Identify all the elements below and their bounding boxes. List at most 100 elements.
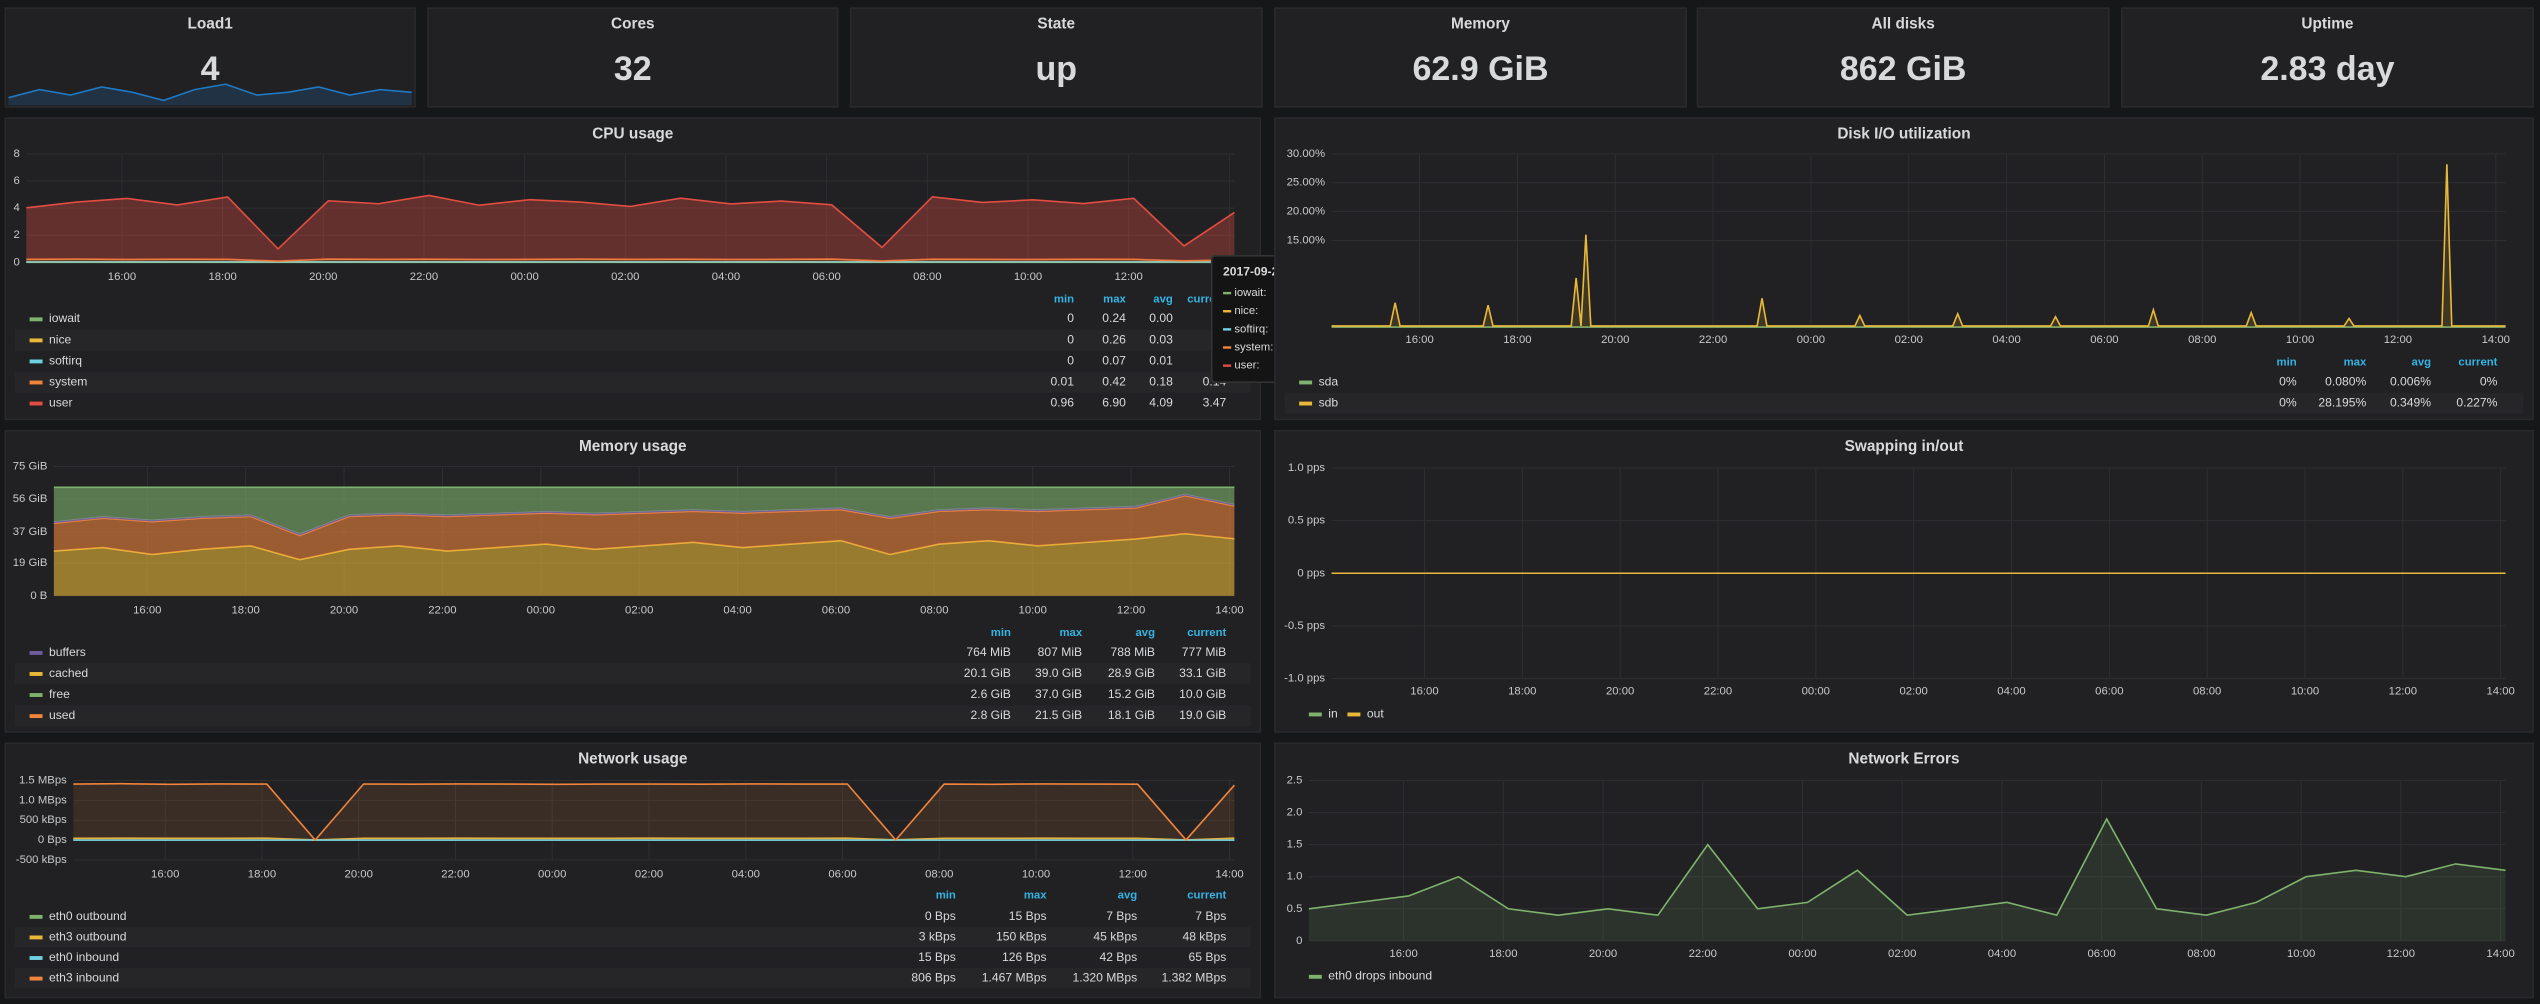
x-tick-label: 18:00 bbox=[1508, 685, 1536, 697]
x-tick-label: 00:00 bbox=[538, 868, 566, 880]
panel-title: Network Errors bbox=[1848, 751, 1959, 768]
legend-swatch bbox=[29, 714, 43, 719]
legend-value: 0.96 bbox=[1050, 395, 1074, 409]
y-tick-label: 0 pps bbox=[1297, 567, 1325, 579]
y-tick-label: -0.5 pps bbox=[1284, 620, 1325, 632]
tooltip-label: iowait: bbox=[1234, 287, 1266, 299]
x-tick-label: 14:00 bbox=[2486, 685, 2514, 697]
legend-name: eth3 inbound bbox=[49, 970, 119, 984]
x-tick-label: 02:00 bbox=[1888, 948, 1916, 960]
y-tick-label: 0.5 bbox=[1287, 903, 1303, 915]
legend-row-stripe bbox=[15, 926, 1251, 948]
x-tick-label: 16:00 bbox=[1405, 334, 1433, 346]
legend-header: min bbox=[2277, 357, 2297, 369]
x-tick-label: 16:00 bbox=[151, 868, 179, 880]
legend-swatch bbox=[29, 359, 43, 364]
x-tick-label: 22:00 bbox=[441, 868, 469, 880]
panel-title: Disk I/O utilization bbox=[1837, 125, 1970, 142]
legend-swatch bbox=[1308, 712, 1322, 717]
x-tick-label: 20:00 bbox=[330, 604, 358, 616]
legend-value: 65 Bps bbox=[1189, 950, 1227, 964]
tooltip-label: softirq: bbox=[1234, 323, 1268, 335]
x-tick-label: 14:00 bbox=[1215, 604, 1243, 616]
legend-value: 777 MiB bbox=[1182, 645, 1226, 659]
stat-value: up bbox=[1035, 50, 1077, 88]
stat-title: Cores bbox=[611, 15, 655, 32]
panel-title: Network usage bbox=[578, 751, 688, 768]
legend-swatch bbox=[29, 976, 43, 981]
legend-value: 0 bbox=[1067, 311, 1074, 325]
series-line bbox=[73, 782, 1235, 842]
x-tick-label: 04:00 bbox=[723, 604, 751, 616]
x-tick-label: 06:00 bbox=[828, 868, 856, 880]
legend-value: 15.2 GiB bbox=[1108, 687, 1155, 701]
y-tick-label: 0 bbox=[14, 256, 20, 268]
x-tick-label: 16:00 bbox=[108, 271, 136, 283]
tooltip-label: system: bbox=[1234, 342, 1273, 354]
panel bbox=[1274, 117, 2534, 421]
legend-swatch bbox=[29, 935, 43, 940]
legend-value: 0.01 bbox=[1149, 353, 1173, 367]
legend-swatch bbox=[29, 956, 43, 960]
legend-value: 0.00 bbox=[1149, 311, 1173, 325]
x-tick-label: 10:00 bbox=[2286, 334, 2314, 346]
y-tick-label: 1.0 bbox=[1287, 871, 1303, 883]
legend-value: 0.18 bbox=[1149, 374, 1173, 388]
x-tick-label: 04:00 bbox=[1992, 334, 2020, 346]
legend-header: min bbox=[1054, 294, 1074, 306]
y-tick-label: -1.0 pps bbox=[1284, 673, 1325, 685]
legend-swatch bbox=[1347, 712, 1361, 717]
x-tick-label: 18:00 bbox=[248, 868, 276, 880]
x-tick-label: 06:00 bbox=[2090, 334, 2118, 346]
x-tick-label: 00:00 bbox=[1802, 685, 1830, 697]
legend-value: 1.320 MBps bbox=[1072, 970, 1137, 984]
legend-name: used bbox=[49, 708, 75, 722]
legend-value: 10.0 GiB bbox=[1179, 687, 1226, 701]
legend-name: user bbox=[49, 395, 73, 409]
legend-header: min bbox=[936, 890, 956, 902]
x-tick-label: 10:00 bbox=[1019, 604, 1047, 616]
series-line bbox=[26, 258, 1235, 262]
legend-value: 0.227% bbox=[2456, 395, 2497, 409]
legend-swatch bbox=[29, 380, 43, 385]
panel bbox=[1274, 429, 2534, 733]
legend-header: max bbox=[1103, 294, 1126, 306]
legend-value: 2.6 GiB bbox=[970, 687, 1010, 701]
legend-value: 0% bbox=[2480, 374, 2498, 388]
legend-value: 48 kBps bbox=[1182, 929, 1226, 943]
legend-value: 0.349% bbox=[2390, 395, 2431, 409]
legend-value: 0% bbox=[2279, 395, 2297, 409]
x-tick-label: 10:00 bbox=[2291, 685, 2319, 697]
x-tick-label: 02:00 bbox=[625, 604, 653, 616]
legend-value: 0.080% bbox=[2325, 374, 2366, 388]
x-tick-label: 00:00 bbox=[1797, 334, 1825, 346]
x-tick-label: 04:00 bbox=[1988, 948, 2016, 960]
legend-name: in bbox=[1328, 706, 1337, 720]
y-tick-label: 8 bbox=[14, 148, 20, 160]
legend-header: current bbox=[1187, 890, 1226, 902]
x-tick-label: 08:00 bbox=[913, 271, 941, 283]
x-tick-label: 00:00 bbox=[510, 271, 538, 283]
stat-panel bbox=[1696, 7, 2110, 108]
stat-panel bbox=[4, 7, 416, 108]
x-tick-label: 20:00 bbox=[309, 271, 337, 283]
panel-title: Memory usage bbox=[579, 438, 687, 455]
stat-value: 62.9 GiB bbox=[1412, 50, 1548, 88]
legend-row-stripe bbox=[15, 967, 1251, 989]
legend-name: softirq bbox=[49, 353, 82, 367]
y-tick-label: 1.5 MBps bbox=[19, 775, 67, 787]
legend-name: system bbox=[49, 374, 87, 388]
x-tick-label: 08:00 bbox=[925, 868, 953, 880]
x-tick-label: 04:00 bbox=[712, 271, 740, 283]
x-tick-label: 18:00 bbox=[208, 271, 236, 283]
legend-header: max bbox=[2344, 357, 2367, 369]
legend-header: max bbox=[1024, 890, 1047, 902]
legend-value: 2.8 GiB bbox=[970, 708, 1010, 722]
legend-value: 20.1 GiB bbox=[964, 666, 1011, 680]
x-tick-label: 20:00 bbox=[1589, 948, 1617, 960]
x-tick-label: 08:00 bbox=[2188, 334, 2216, 346]
legend-swatch bbox=[29, 338, 43, 343]
legend-swatch bbox=[29, 650, 43, 655]
legend-row-stripe bbox=[15, 371, 1251, 393]
legend-value: 18.1 GiB bbox=[1108, 708, 1155, 722]
